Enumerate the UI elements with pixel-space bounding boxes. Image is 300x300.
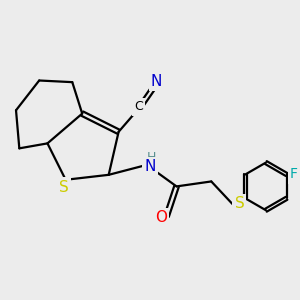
Text: F: F xyxy=(290,167,298,182)
Text: S: S xyxy=(235,196,244,211)
Text: N: N xyxy=(144,159,156,174)
Text: C: C xyxy=(134,100,143,113)
Text: N: N xyxy=(151,74,162,89)
Text: S: S xyxy=(59,180,69,195)
Text: H: H xyxy=(147,151,156,164)
Text: O: O xyxy=(155,210,167,225)
